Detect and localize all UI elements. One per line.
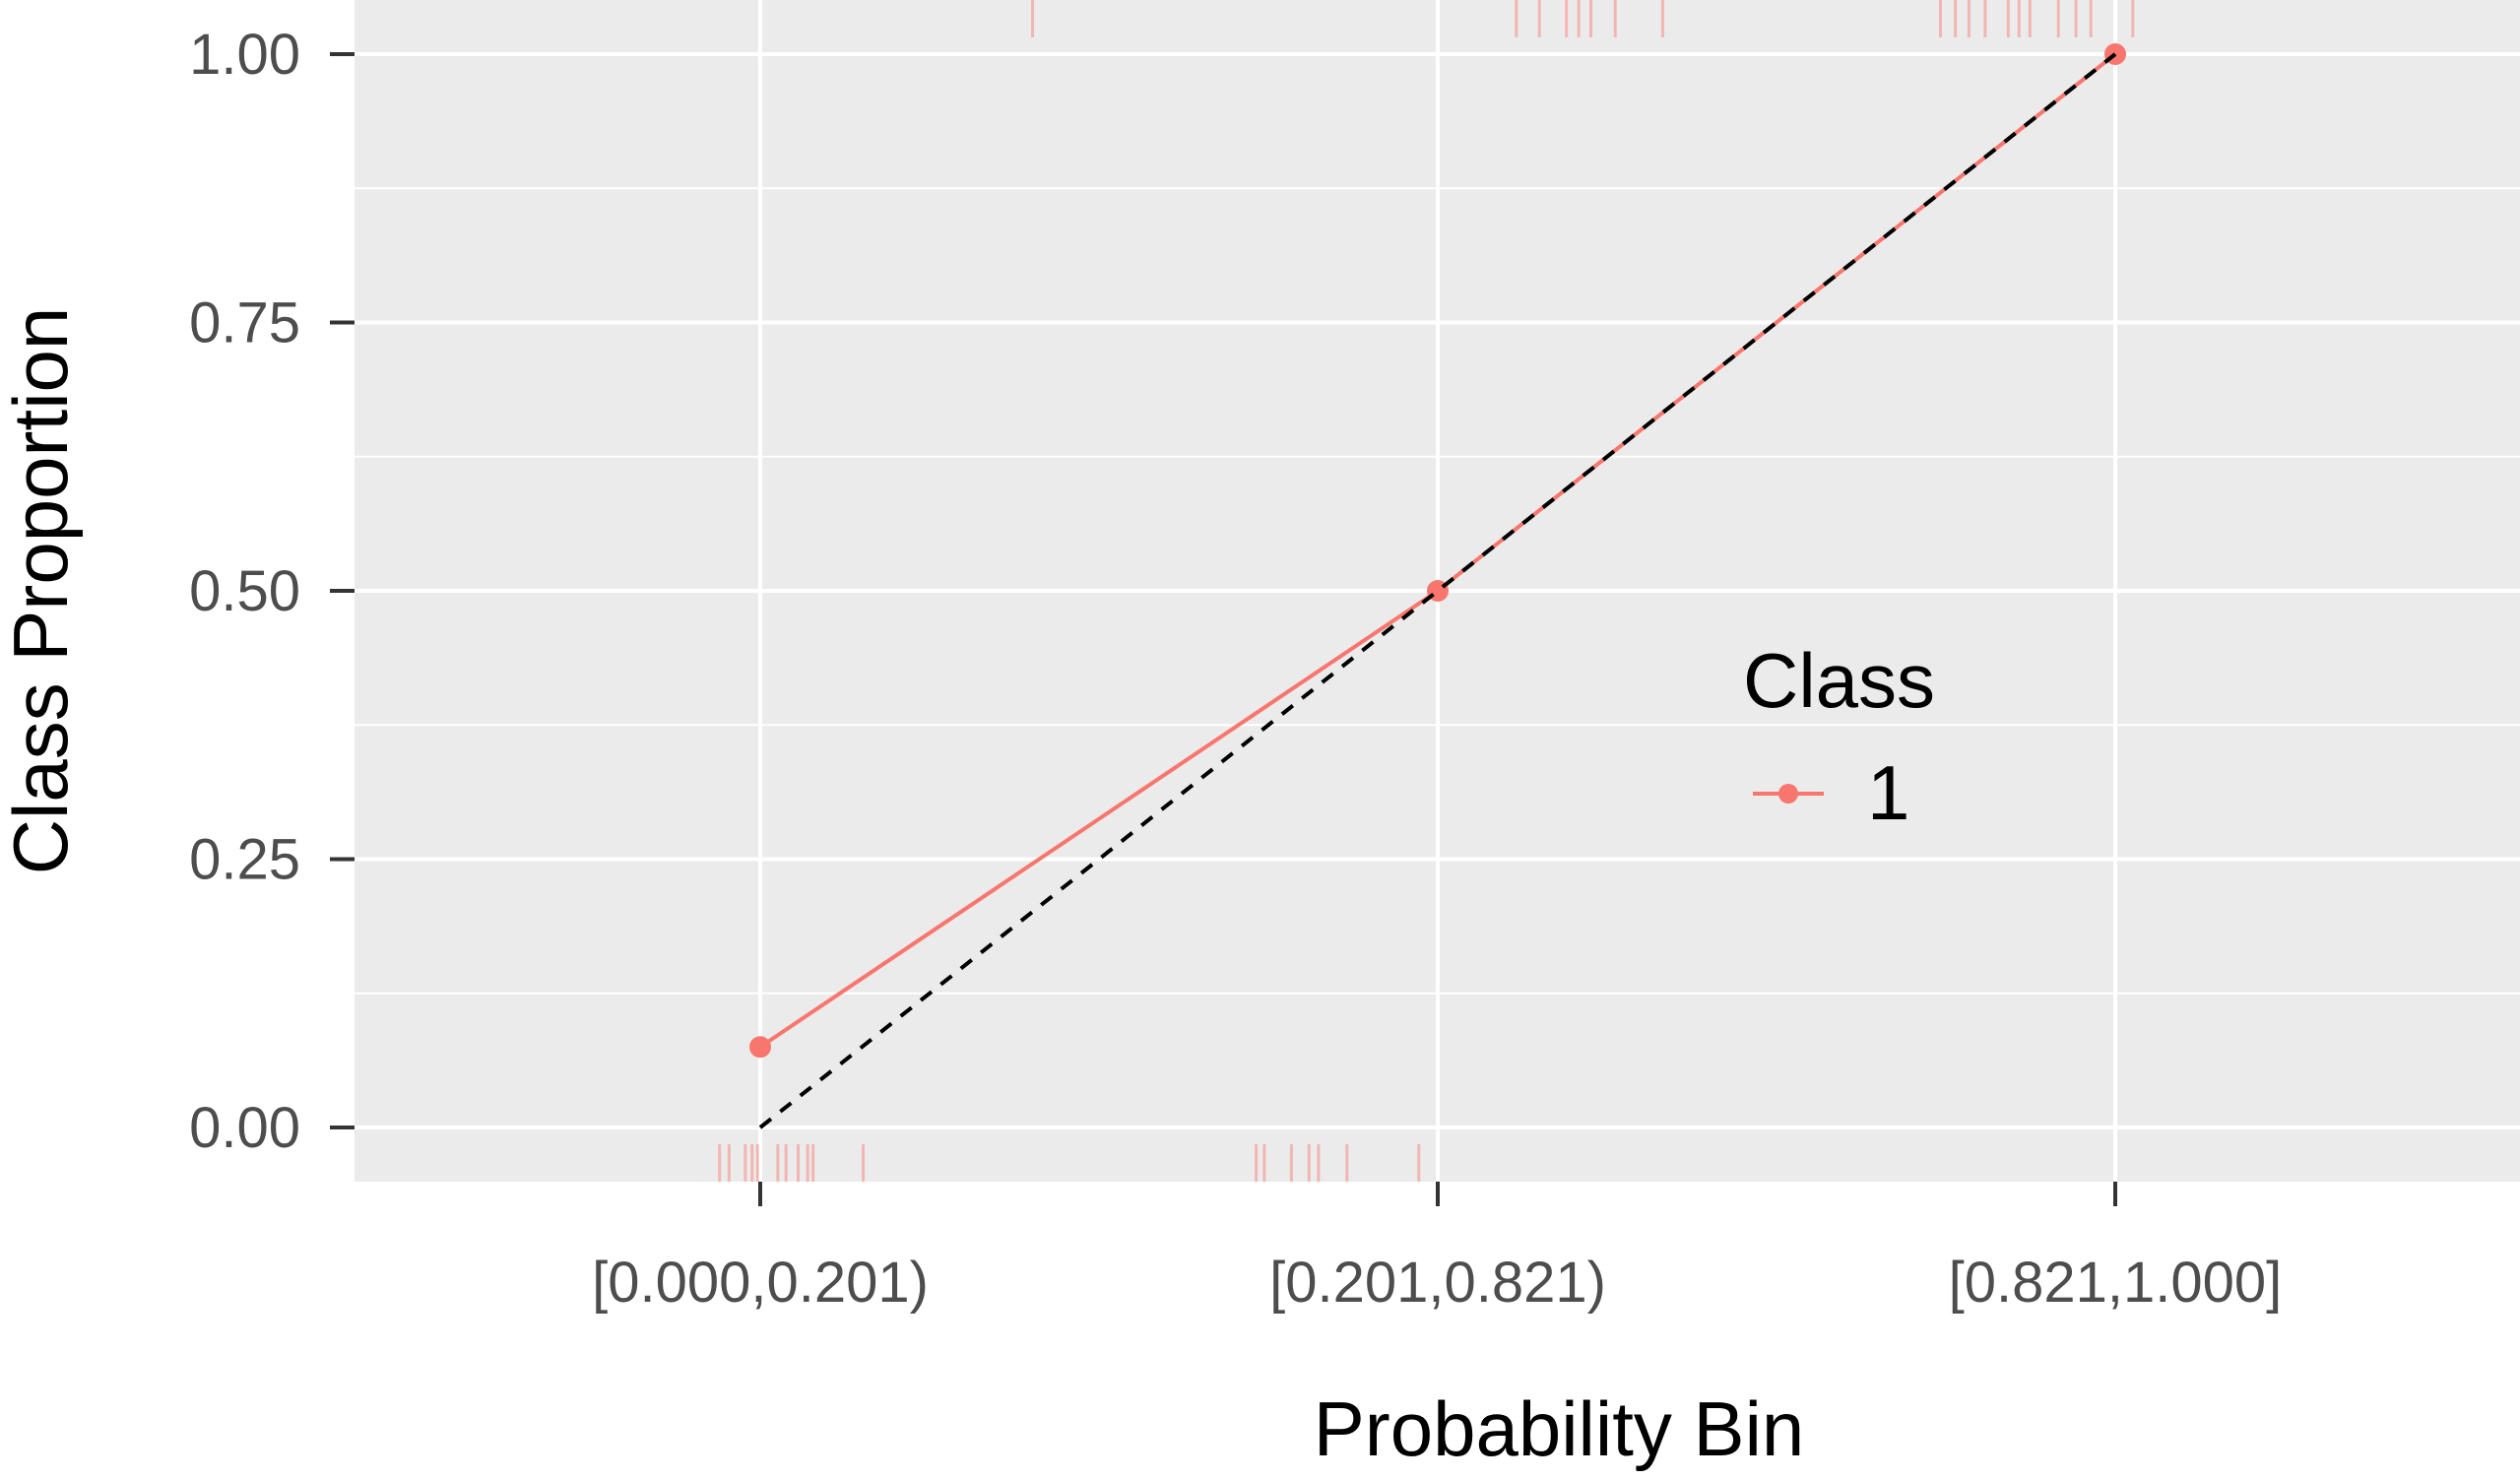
x-tick-label: [0.201,0.821) — [1269, 1251, 1606, 1315]
x-axis-title: Probability Bin — [1314, 1385, 1805, 1472]
y-tick-label: 0.50 — [189, 559, 300, 623]
y-tick-label: 1.00 — [189, 23, 300, 87]
rug-marks — [718, 0, 2135, 1182]
legend-key-point — [1778, 784, 1798, 804]
legend: Class 1 — [1743, 637, 1935, 836]
x-tick-label: [0.000,0.201) — [592, 1251, 929, 1315]
reference-diagonal-line — [758, 52, 2117, 1129]
legend-title: Class — [1743, 637, 1935, 724]
data-point — [749, 1036, 771, 1059]
y-tick-label: 0.25 — [189, 828, 300, 892]
y-axis-title: Class Proportion — [0, 307, 84, 875]
x-tick-label: [0.821,1.000] — [1949, 1251, 2283, 1315]
y-tick-label: 0.00 — [189, 1096, 300, 1160]
axis-ticks: 0.00 0.25 0.50 0.75 1.00 [0.000,0.201) [0.201,… — [189, 23, 2282, 1315]
reference-line-layer — [758, 52, 2117, 1129]
legend-label-1: 1 — [1867, 749, 1909, 836]
y-tick-label: 0.75 — [189, 291, 300, 355]
